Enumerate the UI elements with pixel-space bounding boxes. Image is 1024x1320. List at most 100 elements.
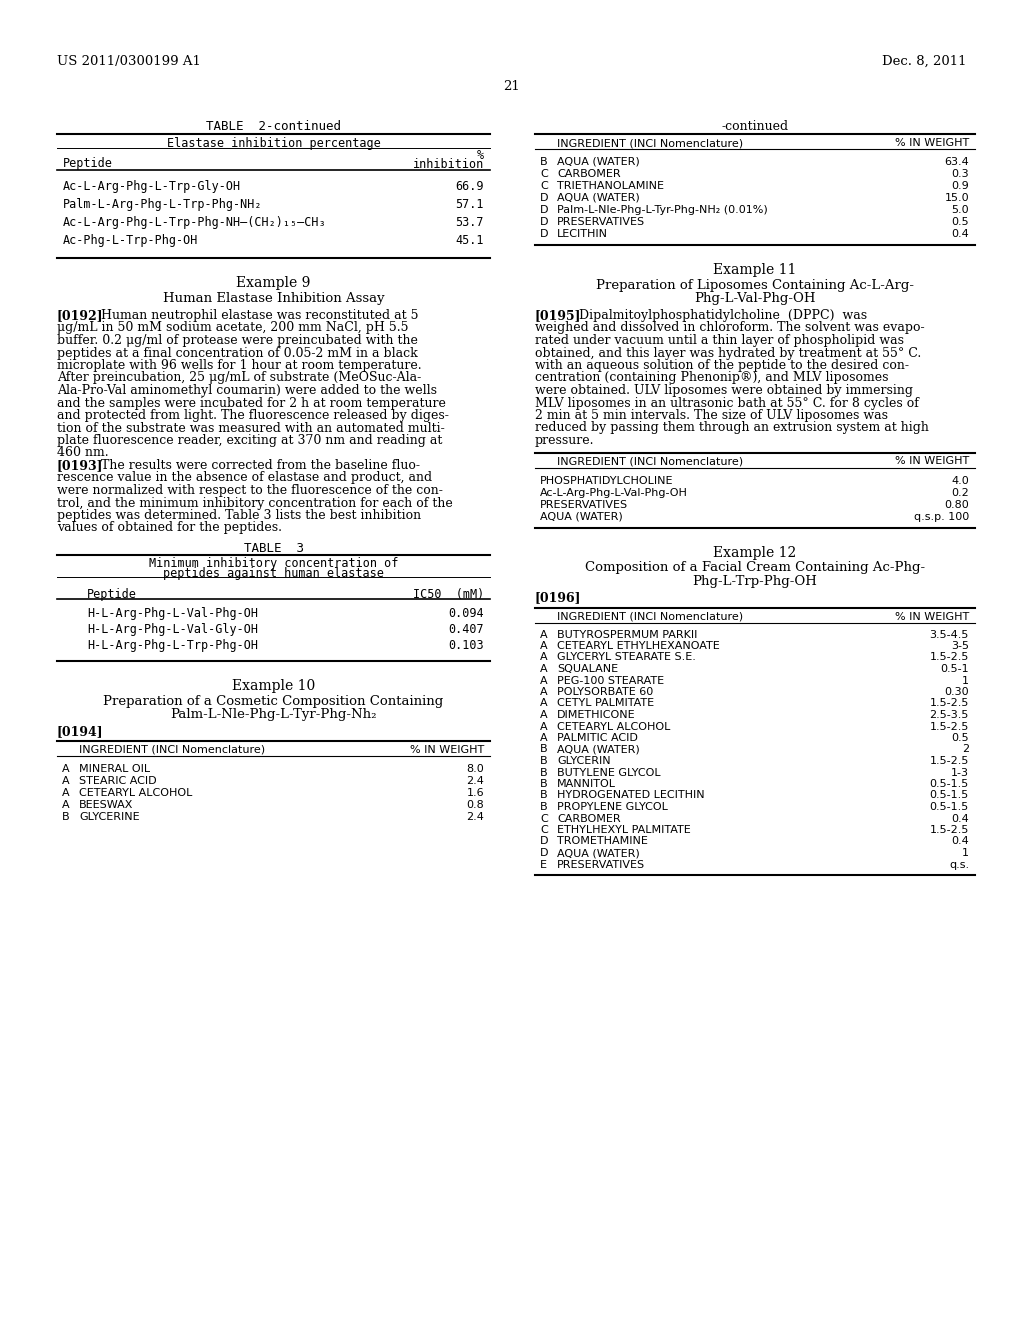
- Text: INGREDIENT (INCI Nomenclature): INGREDIENT (INCI Nomenclature): [557, 139, 743, 148]
- Text: 53.7: 53.7: [456, 216, 484, 228]
- Text: peptides against human elastase: peptides against human elastase: [163, 568, 384, 579]
- Text: CARBOMER: CARBOMER: [557, 169, 621, 180]
- Text: PRESERVATIVES: PRESERVATIVES: [540, 499, 628, 510]
- Text: Peptide: Peptide: [63, 157, 113, 170]
- Text: POLYSORBATE 60: POLYSORBATE 60: [557, 686, 653, 697]
- Text: peptides at a final concentration of 0.05-2 mM in a black: peptides at a final concentration of 0.0…: [57, 346, 418, 359]
- Text: B: B: [540, 803, 548, 812]
- Text: -continued: -continued: [722, 120, 788, 133]
- Text: 0.5-1: 0.5-1: [940, 664, 969, 675]
- Text: GLYCERINE: GLYCERINE: [79, 812, 139, 822]
- Text: Dipalmitoylphosphatidylcholine  (DPPC)  was: Dipalmitoylphosphatidylcholine (DPPC) wa…: [579, 309, 867, 322]
- Text: tion of the substrate was measured with an automated multi-: tion of the substrate was measured with …: [57, 421, 444, 434]
- Text: 1: 1: [962, 847, 969, 858]
- Text: GLYCERIN: GLYCERIN: [557, 756, 610, 766]
- Text: and protected from light. The fluorescence released by diges-: and protected from light. The fluorescen…: [57, 409, 449, 422]
- Text: centration (containing Phenonip®), and MLV liposomes: centration (containing Phenonip®), and M…: [535, 371, 889, 384]
- Text: A: A: [540, 733, 548, 743]
- Text: 1.5-2.5: 1.5-2.5: [930, 756, 969, 766]
- Text: 8.0: 8.0: [466, 764, 484, 774]
- Text: trol, and the minimum inhibitory concentration for each of the: trol, and the minimum inhibitory concent…: [57, 496, 453, 510]
- Text: The results were corrected from the baseline fluo-: The results were corrected from the base…: [101, 459, 420, 473]
- Text: 63.4: 63.4: [944, 157, 969, 168]
- Text: BUTYLENE GLYCOL: BUTYLENE GLYCOL: [557, 767, 660, 777]
- Text: % IN WEIGHT: % IN WEIGHT: [895, 139, 969, 148]
- Text: PALMITIC ACID: PALMITIC ACID: [557, 733, 638, 743]
- Text: Ala-Pro-Val aminomethyl coumarin) were added to the wells: Ala-Pro-Val aminomethyl coumarin) were a…: [57, 384, 437, 397]
- Text: 0.9: 0.9: [951, 181, 969, 191]
- Text: C: C: [540, 825, 548, 836]
- Text: A: A: [62, 764, 70, 774]
- Text: STEARIC ACID: STEARIC ACID: [79, 776, 157, 785]
- Text: q.s.: q.s.: [949, 859, 969, 870]
- Text: [0196]: [0196]: [535, 591, 582, 605]
- Text: H-L-Arg-Phg-L-Val-Phg-OH: H-L-Arg-Phg-L-Val-Phg-OH: [87, 607, 258, 620]
- Text: B: B: [540, 791, 548, 800]
- Text: 1.5-2.5: 1.5-2.5: [930, 652, 969, 663]
- Text: A: A: [540, 676, 548, 685]
- Text: Example 11: Example 11: [714, 263, 797, 277]
- Text: MANNITOL: MANNITOL: [557, 779, 616, 789]
- Text: AQUA (WATER): AQUA (WATER): [540, 511, 623, 521]
- Text: E: E: [540, 859, 547, 870]
- Text: 0.5: 0.5: [951, 216, 969, 227]
- Text: 3.5-4.5: 3.5-4.5: [930, 630, 969, 639]
- Text: 66.9: 66.9: [456, 180, 484, 193]
- Text: H-L-Arg-Phg-L-Trp-Phg-OH: H-L-Arg-Phg-L-Trp-Phg-OH: [87, 639, 258, 652]
- Text: B: B: [540, 767, 548, 777]
- Text: B: B: [540, 779, 548, 789]
- Text: DIMETHICONE: DIMETHICONE: [557, 710, 636, 719]
- Text: PROPYLENE GLYCOL: PROPYLENE GLYCOL: [557, 803, 668, 812]
- Text: 3-5: 3-5: [951, 642, 969, 651]
- Text: Ac-L-Arg-Phg-L-Trp-Gly-OH: Ac-L-Arg-Phg-L-Trp-Gly-OH: [63, 180, 241, 193]
- Text: 0.103: 0.103: [449, 639, 484, 652]
- Text: 0.4: 0.4: [951, 813, 969, 824]
- Text: 0.4: 0.4: [951, 228, 969, 239]
- Text: A: A: [540, 630, 548, 639]
- Text: 460 nm.: 460 nm.: [57, 446, 109, 459]
- Text: and the samples were incubated for 2 h at room temperature: and the samples were incubated for 2 h a…: [57, 396, 445, 409]
- Text: 4.0: 4.0: [951, 475, 969, 486]
- Text: 21: 21: [504, 81, 520, 92]
- Text: TABLE  3: TABLE 3: [244, 543, 303, 554]
- Text: CARBOMER: CARBOMER: [557, 813, 621, 824]
- Text: AQUA (WATER): AQUA (WATER): [557, 744, 640, 755]
- Text: PEG-100 STEARATE: PEG-100 STEARATE: [557, 676, 665, 685]
- Text: Elastase inhibition percentage: Elastase inhibition percentage: [167, 137, 380, 150]
- Text: AQUA (WATER): AQUA (WATER): [557, 847, 640, 858]
- Text: A: A: [540, 686, 548, 697]
- Text: PHOSPHATIDYLCHOLINE: PHOSPHATIDYLCHOLINE: [540, 475, 674, 486]
- Text: inhibition: inhibition: [413, 158, 484, 172]
- Text: 1.6: 1.6: [466, 788, 484, 799]
- Text: Preparation of a Cosmetic Composition Containing: Preparation of a Cosmetic Composition Co…: [103, 696, 443, 708]
- Text: C: C: [540, 169, 548, 180]
- Text: 2.5-3.5: 2.5-3.5: [930, 710, 969, 719]
- Text: 0.30: 0.30: [944, 686, 969, 697]
- Text: μg/mL in 50 mM sodium acetate, 200 mm NaCl, pH 5.5: μg/mL in 50 mM sodium acetate, 200 mm Na…: [57, 322, 409, 334]
- Text: US 2011/0300199 A1: US 2011/0300199 A1: [57, 55, 201, 69]
- Text: Example 12: Example 12: [714, 545, 797, 560]
- Text: rated under vacuum until a thin layer of phospholipid was: rated under vacuum until a thin layer of…: [535, 334, 904, 347]
- Text: AQUA (WATER): AQUA (WATER): [557, 193, 640, 203]
- Text: 45.1: 45.1: [456, 234, 484, 247]
- Text: A: A: [540, 710, 548, 719]
- Text: A: A: [62, 788, 70, 799]
- Text: Phg-L-Trp-Phg-OH: Phg-L-Trp-Phg-OH: [692, 574, 817, 587]
- Text: values of obtained for the peptides.: values of obtained for the peptides.: [57, 521, 282, 535]
- Text: Composition of a Facial Cream Containing Ac-Phg-: Composition of a Facial Cream Containing…: [585, 561, 925, 574]
- Text: D: D: [540, 216, 549, 227]
- Text: MLV liposomes in an ultrasonic bath at 55° C. for 8 cycles of: MLV liposomes in an ultrasonic bath at 5…: [535, 396, 919, 409]
- Text: 57.1: 57.1: [456, 198, 484, 211]
- Text: q.s.p. 100: q.s.p. 100: [913, 511, 969, 521]
- Text: 1.5-2.5: 1.5-2.5: [930, 698, 969, 709]
- Text: B: B: [540, 756, 548, 766]
- Text: BUTYROSPERMUM PARKII: BUTYROSPERMUM PARKII: [557, 630, 697, 639]
- Text: ETHYLHEXYL PALMITATE: ETHYLHEXYL PALMITATE: [557, 825, 691, 836]
- Text: 0.5: 0.5: [951, 733, 969, 743]
- Text: 5.0: 5.0: [951, 205, 969, 215]
- Text: 2 min at 5 min intervals. The size of ULV liposomes was: 2 min at 5 min intervals. The size of UL…: [535, 409, 888, 422]
- Text: PRESERVATIVES: PRESERVATIVES: [557, 859, 645, 870]
- Text: Preparation of Liposomes Containing Ac-L-Arg-: Preparation of Liposomes Containing Ac-L…: [596, 279, 914, 292]
- Text: microplate with 96 wells for 1 hour at room temperature.: microplate with 96 wells for 1 hour at r…: [57, 359, 422, 372]
- Text: [0194]: [0194]: [57, 725, 103, 738]
